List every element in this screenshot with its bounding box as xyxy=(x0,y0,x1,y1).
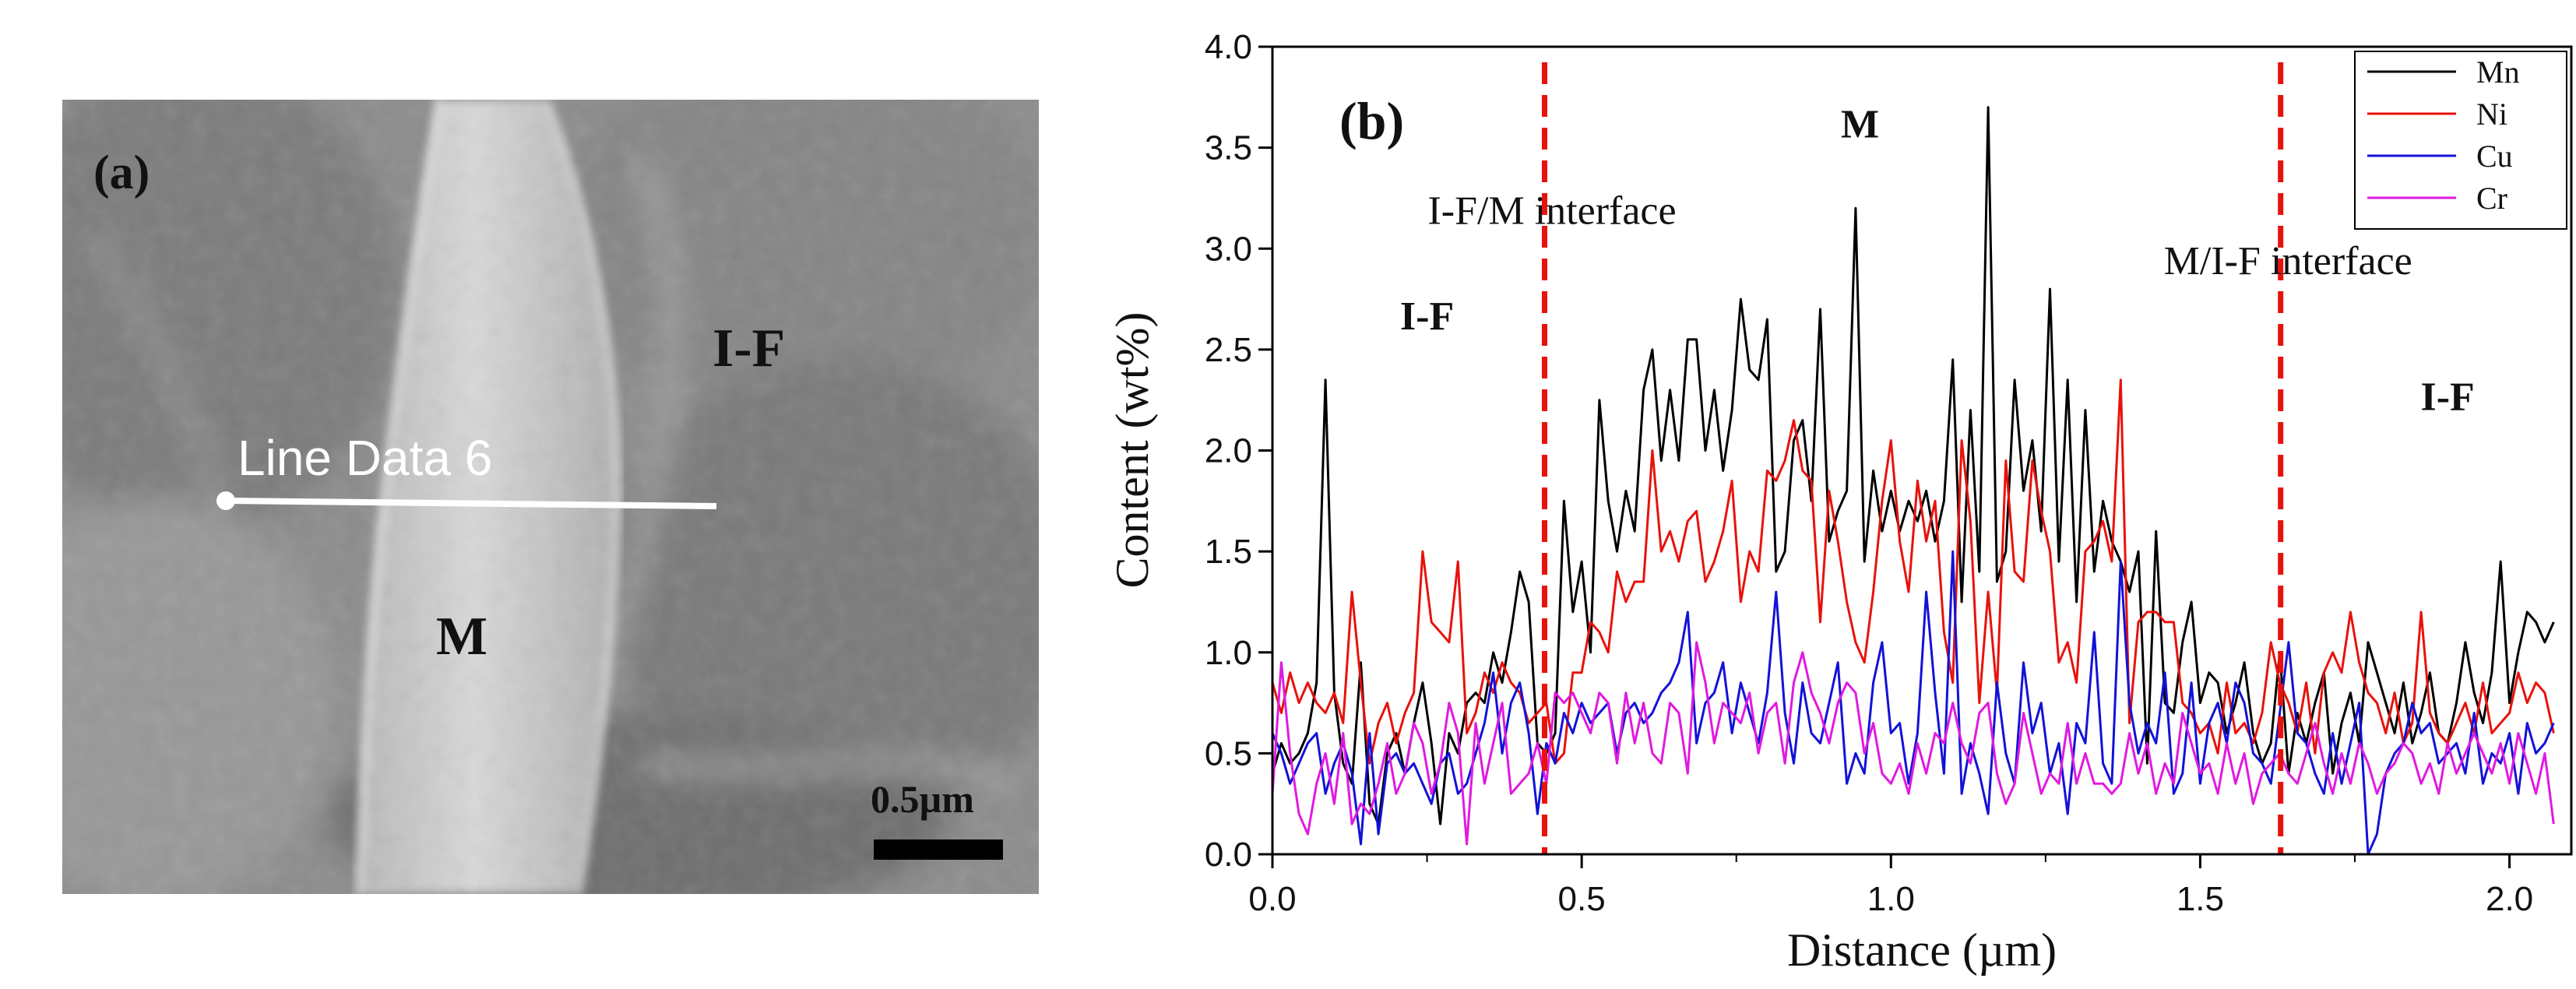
y-tick-label: 3.5 xyxy=(1205,129,1252,167)
y-tick-label: 2.0 xyxy=(1205,432,1252,470)
y-tick-label: 0.0 xyxy=(1205,836,1252,874)
region-label-m: M xyxy=(436,607,487,667)
line-scan-path xyxy=(225,498,717,509)
series-line-ni xyxy=(1272,378,2555,765)
scale-bar-label: 0.5µm xyxy=(871,777,974,821)
chart-region-label-2: M xyxy=(1841,103,1879,147)
legend-label-mn: Mn xyxy=(2476,55,2520,90)
legend-box xyxy=(2354,51,2567,230)
axes: 0.0 0.5 1.0 1.5 2.0 0.0 0.5 1.0 1.5 2.0 2.5 3.0 3.5 4… xyxy=(1205,28,2573,918)
eds-line-chart: 0.0 0.5 1.0 1.5 2.0 0.0 0.5 1.0 1.5 2.0 2.5 3.0 3.5 4… xyxy=(1107,28,2573,976)
legend-label-cu: Cu xyxy=(2476,139,2513,174)
interface-layer xyxy=(1541,62,2284,854)
panel-b-label: (b) xyxy=(1339,91,1404,150)
series-line-cu xyxy=(1272,550,2555,854)
y-tick-label: 3.0 xyxy=(1205,230,1252,268)
x-axis-title: Distance (µm) xyxy=(1787,924,2057,976)
x-tick-label: 0.5 xyxy=(1558,880,1606,918)
sem-micrograph-panel: (a) I-F M Line Data 6 0.5µm xyxy=(62,100,1039,894)
y-tick-label: 0.5 xyxy=(1205,734,1252,773)
x-tick-label: 0.0 xyxy=(1248,880,1296,918)
x-tick-label: 1.0 xyxy=(1867,880,1915,918)
chart-region-label-3: I-F xyxy=(2420,375,2474,420)
legend-label-ni: Ni xyxy=(2476,97,2507,132)
line-scan-label: Line Data 6 xyxy=(238,430,492,486)
series-line-mn xyxy=(1272,106,2555,825)
interface-label-1: I-F/M interface xyxy=(1427,188,1676,233)
annotations: I-F/M interface M/I-F interface I-F M I-F xyxy=(1400,103,2475,420)
line-scan-start-marker xyxy=(216,491,235,510)
legend-label-cr: Cr xyxy=(2476,181,2507,216)
series-layer xyxy=(1272,106,2555,854)
y-tick-label: 2.5 xyxy=(1205,331,1252,369)
legend: Mn Ni Cu Cr xyxy=(2354,51,2567,230)
region-label-i-f: I-F xyxy=(713,319,785,378)
x-tick-label: 1.5 xyxy=(2177,880,2224,918)
chart-region-label-1: I-F xyxy=(1400,294,1454,339)
sem-texture xyxy=(62,100,1039,894)
y-tick-label: 1.0 xyxy=(1205,634,1252,672)
x-tick-label: 2.0 xyxy=(2486,880,2533,918)
scale-bar xyxy=(874,839,1003,860)
series-line-cr xyxy=(1272,641,2555,846)
y-axis-title: Content (wt%) xyxy=(1107,312,1158,589)
interface-label-2: M/I-F interface xyxy=(2164,239,2412,283)
y-tick-label: 4.0 xyxy=(1205,28,1252,66)
panel-a-label: (a) xyxy=(93,146,150,199)
y-tick-label: 1.5 xyxy=(1205,533,1252,571)
